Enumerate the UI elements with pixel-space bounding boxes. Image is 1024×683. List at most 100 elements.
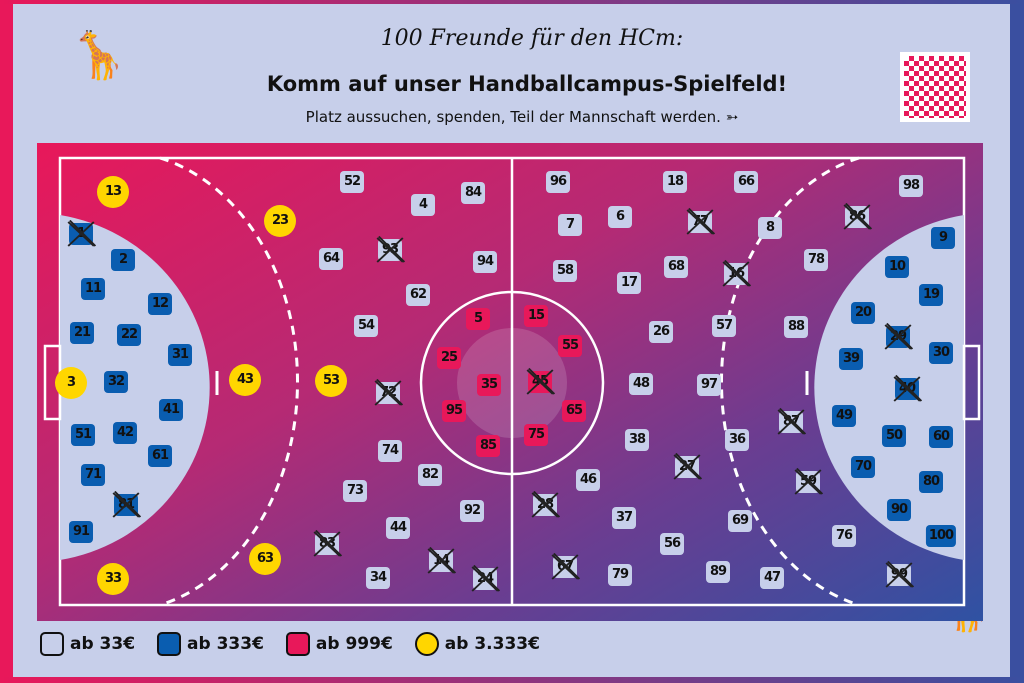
spot-75[interactable]: 75 bbox=[524, 424, 548, 446]
spot-52[interactable]: 52 bbox=[340, 171, 364, 193]
paper-plane-icon: ➳ bbox=[725, 108, 739, 126]
spot-92[interactable]: 92 bbox=[460, 500, 484, 522]
spot-38[interactable]: 38 bbox=[625, 429, 649, 451]
spot-57[interactable]: 57 bbox=[712, 315, 736, 337]
spot-59-taken: 59 bbox=[794, 467, 824, 495]
spot-53[interactable]: 53 bbox=[315, 365, 347, 397]
spot-94[interactable]: 94 bbox=[473, 251, 497, 273]
spot-85[interactable]: 85 bbox=[476, 435, 500, 457]
spot-39[interactable]: 39 bbox=[839, 348, 863, 370]
spot-90[interactable]: 90 bbox=[887, 499, 911, 521]
spot-6[interactable]: 6 bbox=[608, 206, 632, 228]
handball-logo bbox=[457, 328, 567, 438]
spot-80[interactable]: 80 bbox=[919, 471, 943, 493]
spot-12[interactable]: 12 bbox=[148, 293, 172, 315]
spot-98[interactable]: 98 bbox=[899, 175, 923, 197]
spot-23[interactable]: 23 bbox=[264, 205, 296, 237]
spot-69[interactable]: 69 bbox=[728, 510, 752, 532]
spot-47[interactable]: 47 bbox=[760, 567, 784, 589]
spot-79[interactable]: 79 bbox=[608, 564, 632, 586]
spot-11[interactable]: 11 bbox=[81, 278, 105, 300]
spot-100[interactable]: 100 bbox=[925, 525, 957, 547]
legend-swatch bbox=[40, 632, 64, 656]
spot-42[interactable]: 42 bbox=[113, 422, 137, 444]
spot-44[interactable]: 44 bbox=[386, 517, 410, 539]
spot-83-taken: 83 bbox=[313, 529, 343, 557]
spot-49[interactable]: 49 bbox=[832, 405, 856, 427]
qr-code[interactable] bbox=[900, 52, 970, 122]
spot-36[interactable]: 36 bbox=[725, 429, 749, 451]
spot-4[interactable]: 4 bbox=[411, 194, 435, 216]
spot-61[interactable]: 61 bbox=[148, 445, 172, 467]
spot-18[interactable]: 18 bbox=[663, 171, 687, 193]
legend-label: ab 3.333€ bbox=[444, 634, 540, 654]
spot-72-taken: 72 bbox=[374, 378, 404, 406]
spot-62[interactable]: 62 bbox=[406, 284, 430, 306]
legend-label: ab 999€ bbox=[315, 634, 393, 654]
spot-76[interactable]: 76 bbox=[832, 525, 856, 547]
spot-48[interactable]: 48 bbox=[629, 373, 653, 395]
spot-19[interactable]: 19 bbox=[919, 284, 943, 306]
spot-73[interactable]: 73 bbox=[343, 480, 367, 502]
spot-2[interactable]: 2 bbox=[111, 249, 135, 271]
spot-54[interactable]: 54 bbox=[354, 315, 378, 337]
spot-13[interactable]: 13 bbox=[97, 176, 129, 208]
spot-96[interactable]: 96 bbox=[546, 171, 570, 193]
spot-28-taken: 28 bbox=[531, 490, 561, 518]
spot-9[interactable]: 9 bbox=[931, 227, 955, 249]
spot-25[interactable]: 25 bbox=[437, 347, 461, 369]
spot-65[interactable]: 65 bbox=[562, 400, 586, 422]
spot-40-taken: 40 bbox=[893, 374, 923, 402]
spot-8[interactable]: 8 bbox=[758, 217, 782, 239]
legend-label: ab 333€ bbox=[187, 634, 264, 654]
spot-64[interactable]: 64 bbox=[319, 248, 343, 270]
spot-15[interactable]: 15 bbox=[524, 305, 548, 327]
spot-31[interactable]: 31 bbox=[168, 344, 192, 366]
spot-63[interactable]: 63 bbox=[249, 543, 281, 575]
spot-3[interactable]: 3 bbox=[55, 367, 87, 399]
spot-78[interactable]: 78 bbox=[804, 249, 828, 271]
spot-56[interactable]: 56 bbox=[660, 533, 684, 555]
spot-70[interactable]: 70 bbox=[851, 456, 875, 478]
legend-swatch bbox=[414, 632, 439, 656]
spot-89[interactable]: 89 bbox=[706, 561, 730, 583]
spot-10[interactable]: 10 bbox=[885, 256, 909, 278]
spot-58[interactable]: 58 bbox=[553, 260, 577, 282]
spot-22[interactable]: 22 bbox=[117, 324, 141, 346]
spot-82[interactable]: 82 bbox=[418, 464, 442, 486]
spot-71[interactable]: 71 bbox=[81, 464, 105, 486]
spot-30[interactable]: 30 bbox=[929, 342, 953, 364]
spot-7[interactable]: 7 bbox=[558, 214, 582, 236]
handball-field: 1 2 3 4 5 6 7 8 9 10 11 12 13 14 15 16 17 18 19 20 21 22 23 24 2… bbox=[37, 143, 983, 621]
spot-84[interactable]: 84 bbox=[461, 182, 485, 204]
legend-swatch bbox=[285, 632, 310, 656]
spot-34[interactable]: 34 bbox=[366, 567, 390, 589]
spot-46[interactable]: 46 bbox=[576, 469, 600, 491]
spot-33[interactable]: 33 bbox=[97, 563, 129, 595]
spot-66[interactable]: 66 bbox=[734, 171, 758, 193]
spot-97[interactable]: 97 bbox=[697, 374, 721, 396]
spot-55[interactable]: 55 bbox=[558, 335, 582, 357]
spot-20[interactable]: 20 bbox=[851, 302, 875, 324]
spot-43[interactable]: 43 bbox=[229, 364, 261, 396]
spot-91[interactable]: 91 bbox=[69, 521, 93, 543]
page-title: Komm auf unser Handballcampus-Spielfeld! bbox=[266, 72, 788, 96]
spot-35[interactable]: 35 bbox=[477, 374, 501, 396]
spot-32[interactable]: 32 bbox=[104, 371, 128, 393]
legend-label: ab 33€ bbox=[70, 634, 136, 654]
subtitle: Platz aussuchen, spenden, Teil der Manns… bbox=[0, 108, 1024, 126]
spot-21[interactable]: 21 bbox=[70, 322, 94, 344]
frame-top bbox=[0, 0, 1024, 4]
spot-5[interactable]: 5 bbox=[466, 308, 490, 330]
spot-37[interactable]: 37 bbox=[612, 507, 636, 529]
spot-50[interactable]: 50 bbox=[882, 425, 906, 447]
spot-51[interactable]: 51 bbox=[71, 424, 95, 446]
spot-68[interactable]: 68 bbox=[664, 256, 688, 278]
spot-26[interactable]: 26 bbox=[649, 321, 673, 343]
spot-41[interactable]: 41 bbox=[159, 399, 183, 421]
spot-88[interactable]: 88 bbox=[784, 316, 808, 338]
spot-95[interactable]: 95 bbox=[442, 400, 466, 422]
spot-17[interactable]: 17 bbox=[617, 272, 641, 294]
spot-60[interactable]: 60 bbox=[929, 426, 953, 448]
spot-74[interactable]: 74 bbox=[378, 440, 402, 462]
